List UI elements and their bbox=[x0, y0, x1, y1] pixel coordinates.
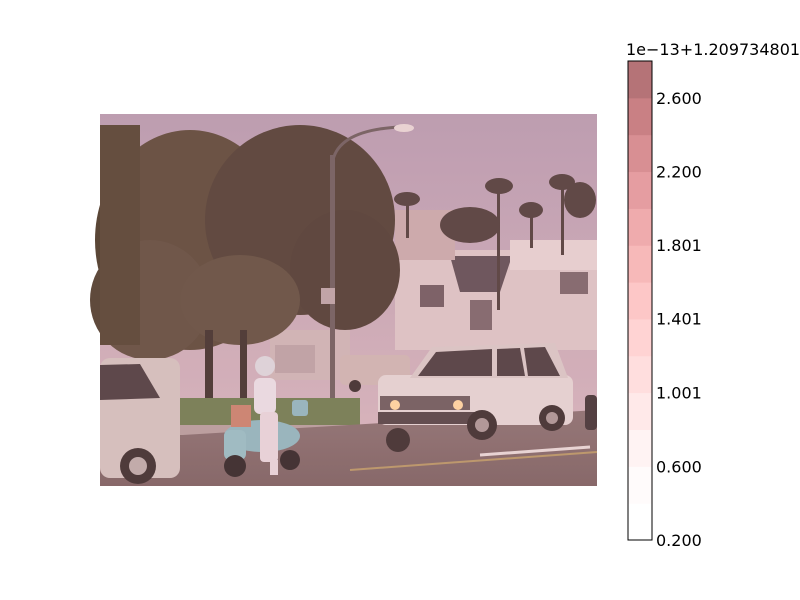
colorbar-tick-label: 2.600 bbox=[656, 89, 702, 108]
building-shape bbox=[270, 210, 597, 380]
colorbar-level bbox=[628, 97, 652, 136]
photo-image bbox=[90, 114, 598, 486]
colorbar-tick-label: 1.801 bbox=[656, 236, 702, 255]
colorbar-swatches bbox=[628, 61, 652, 541]
left-car bbox=[100, 358, 180, 484]
colorbar-level bbox=[628, 503, 652, 541]
colorbar-level bbox=[628, 61, 652, 99]
dark-car bbox=[585, 395, 597, 430]
colorbar-level bbox=[628, 282, 652, 320]
palm-trees bbox=[394, 174, 596, 310]
colorbar-level bbox=[628, 355, 652, 394]
tree-canopy bbox=[90, 125, 400, 405]
colorbar-level bbox=[628, 134, 652, 173]
colorbar-level bbox=[628, 392, 652, 430]
colorbar-level bbox=[628, 429, 652, 467]
colorbar: 0.200 0.600 1.001 1.401 1.801 2.200 2.600 1e−1… bbox=[626, 40, 800, 550]
colorbar-tick-label: 1.001 bbox=[656, 383, 702, 402]
colorbar-tick-label: 2.200 bbox=[656, 163, 702, 182]
colorbar-level bbox=[628, 171, 652, 209]
colorbar-tick-label: 0.600 bbox=[656, 457, 702, 476]
colorbar-offset-label: 1e−13+1.209734801 bbox=[626, 40, 800, 59]
colorbar-level bbox=[628, 245, 652, 283]
colorbar-tick-label: 1.401 bbox=[656, 310, 702, 329]
scooter-rider bbox=[224, 356, 308, 477]
colorbar-outline bbox=[627, 60, 653, 541]
colorbar-level bbox=[628, 208, 652, 246]
white-suv bbox=[378, 343, 573, 452]
colorbar-level bbox=[628, 318, 652, 357]
colorbar-ticks: 0.200 0.600 1.001 1.401 1.801 2.200 2.600 bbox=[656, 89, 702, 550]
colorbar-level bbox=[628, 466, 652, 504]
colorbar-tick-label: 0.200 bbox=[656, 531, 702, 550]
street-lamp bbox=[321, 124, 414, 430]
